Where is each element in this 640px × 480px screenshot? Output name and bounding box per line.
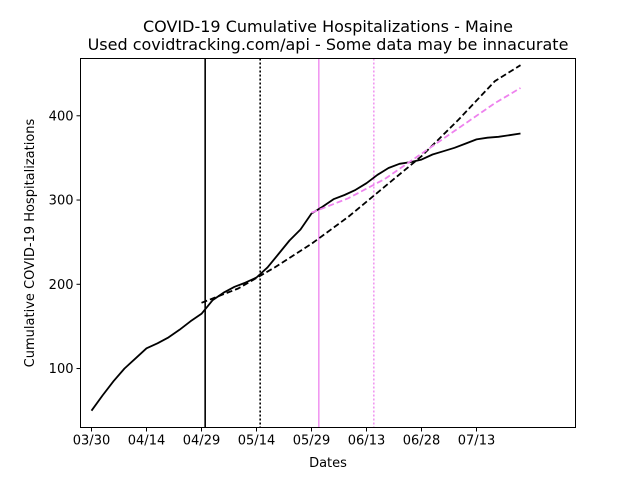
series-line-1 xyxy=(201,64,521,304)
x-tick-label: 03/30 xyxy=(73,434,110,449)
series-line-2 xyxy=(311,87,521,214)
y-tick-label: 200 xyxy=(49,278,74,293)
chart-subtitle: Used covidtracking.com/api - Some data m… xyxy=(88,35,569,54)
x-axis-label: Dates xyxy=(309,456,347,471)
y-tick-label: 100 xyxy=(49,362,74,377)
x-tick-label: 05/29 xyxy=(293,434,330,449)
chart-title: COVID-19 Cumulative Hospitalizations - M… xyxy=(143,17,513,36)
x-tick-label: 04/14 xyxy=(128,434,165,449)
y-tick-label: 400 xyxy=(49,109,74,124)
y-axis-label: Cumulative COVID-19 Hospitalizations xyxy=(23,118,38,367)
x-tick-label: 05/14 xyxy=(238,434,275,449)
x-tick-label: 04/29 xyxy=(183,434,220,449)
plot-frame xyxy=(80,58,576,428)
x-tick-label: 06/28 xyxy=(403,434,440,449)
y-tick-label: 300 xyxy=(49,194,74,209)
plot-area xyxy=(90,58,521,428)
x-tick-label: 07/13 xyxy=(458,434,495,449)
x-tick-label: 06/13 xyxy=(348,434,385,449)
series-line-0 xyxy=(90,132,521,412)
